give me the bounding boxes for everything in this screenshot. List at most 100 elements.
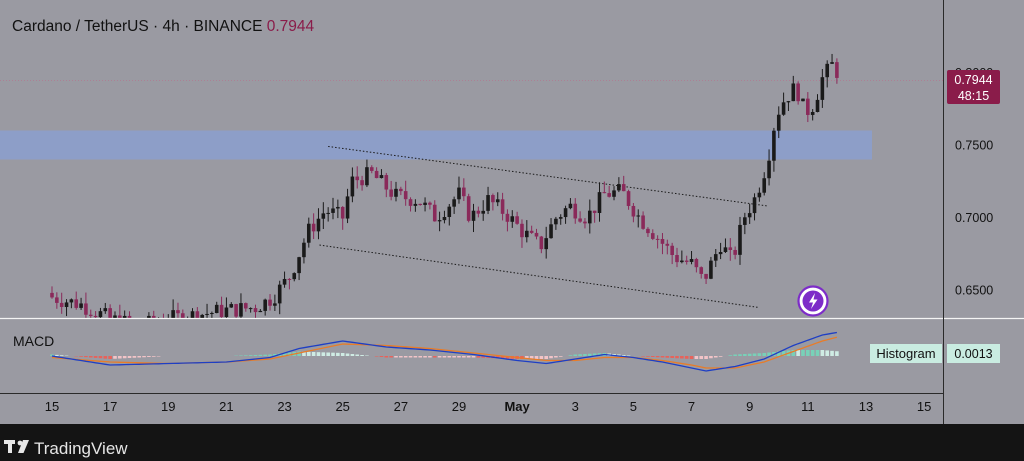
- candle-body: [713, 254, 718, 261]
- candle-body: [408, 199, 413, 206]
- lightning-icon[interactable]: [797, 285, 829, 317]
- candle-body: [718, 252, 723, 255]
- macd-histogram-bar: [403, 356, 408, 358]
- macd-histogram-bar: [820, 350, 825, 356]
- candle-body: [258, 310, 263, 313]
- candle-body: [118, 315, 122, 318]
- macd-histogram-bar: [646, 356, 650, 357]
- time-tick-label: 29: [452, 399, 466, 414]
- time-tick-label: May: [504, 399, 530, 414]
- candle-body: [733, 249, 737, 255]
- macd-histogram-bar: [713, 356, 718, 358]
- candle-body: [491, 195, 495, 203]
- candle-body: [612, 190, 616, 197]
- candle-body: [50, 292, 54, 298]
- candle-body: [743, 217, 747, 225]
- candle-body: [103, 308, 108, 312]
- macd-histogram-bar: [684, 356, 689, 359]
- candle-body: [646, 228, 650, 234]
- macd-histogram-bar: [447, 356, 452, 358]
- time-tick-label: 15: [45, 399, 59, 414]
- macd-histogram-bar: [258, 354, 263, 356]
- macd-histogram-bar: [835, 351, 839, 356]
- symbol-name[interactable]: Cardano / TetherUS: [12, 18, 149, 35]
- candle-body: [578, 218, 582, 222]
- macd-histogram-bar: [263, 354, 267, 356]
- candle-body: [796, 83, 800, 102]
- candle-body: [471, 210, 476, 221]
- macd-histogram-bar: [539, 356, 544, 359]
- interval-label[interactable]: 4h: [163, 18, 180, 35]
- candle-body: [79, 303, 83, 308]
- trendline-upper[interactable]: [328, 145, 768, 207]
- candle-body: [689, 259, 694, 262]
- macd-histogram-bar: [694, 356, 699, 359]
- macd-histogram-bar: [583, 354, 587, 356]
- macd-histogram-bar: [738, 354, 742, 356]
- trendline-lower[interactable]: [319, 244, 759, 308]
- last-price-badge-price: 0.7944: [954, 73, 992, 87]
- candle-body: [229, 304, 234, 308]
- candle-body: [515, 216, 519, 224]
- candle-body: [607, 193, 611, 197]
- candle-body: [529, 230, 534, 233]
- macd-histogram-bar: [568, 355, 573, 356]
- candle-body: [820, 77, 825, 100]
- time-tick-label: 19: [161, 399, 175, 414]
- macd-histogram-bar: [462, 356, 466, 358]
- candle-body: [55, 297, 59, 303]
- macd-histogram-bar: [558, 356, 563, 357]
- candle-body: [539, 236, 544, 250]
- candle-body: [437, 220, 442, 222]
- candle-body: [379, 175, 384, 179]
- macd-histogram-bar: [505, 356, 510, 359]
- candle-body: [171, 310, 175, 318]
- candle-body: [69, 299, 74, 303]
- macd-histogram-bar: [374, 356, 379, 357]
- candle-body: [74, 299, 79, 308]
- tradingview-wordmark[interactable]: TradingView: [34, 439, 128, 458]
- candle-body: [292, 273, 297, 280]
- macd-label[interactable]: MACD: [13, 333, 54, 349]
- macd-histogram-bar: [442, 356, 447, 358]
- macd-histogram-bar: [810, 350, 815, 356]
- candle-body: [728, 247, 733, 250]
- resistance-zone: [0, 130, 872, 160]
- tradingview-logo-icon[interactable]: [4, 440, 29, 453]
- macd-histogram-bar: [93, 356, 98, 358]
- macd-histogram-bar: [79, 356, 83, 357]
- candle-body: [505, 213, 510, 222]
- candle-body: [423, 202, 427, 205]
- macd-histogram-bar: [302, 351, 306, 356]
- histogram-legend-box: [870, 344, 942, 363]
- time-tick-label: 5: [630, 399, 637, 414]
- candle-body: [428, 202, 432, 205]
- candle-body: [389, 189, 393, 197]
- macd-histogram-bar: [830, 350, 834, 356]
- candle-body: [602, 192, 607, 194]
- candle-body: [636, 215, 641, 217]
- candle-body: [151, 315, 156, 318]
- macd-histogram-bar: [244, 355, 248, 356]
- macd-histogram-bar: [151, 356, 156, 357]
- macd-histogram-bar: [127, 356, 132, 358]
- macd-histogram-bar: [704, 356, 708, 359]
- candle-body: [801, 98, 805, 102]
- macd-histogram-bar: [384, 356, 389, 358]
- time-tick-label: 25: [335, 399, 349, 414]
- candle-body: [776, 114, 781, 131]
- time-tick-label: 13: [859, 399, 873, 414]
- macd-histogram-bar: [806, 350, 810, 356]
- candle-body: [399, 188, 403, 192]
- macd-histogram-bar: [699, 356, 704, 359]
- candle-body: [394, 188, 398, 197]
- candle-body: [345, 196, 350, 219]
- exchange-label: BINANCE: [194, 18, 263, 35]
- macd-histogram-bar: [728, 355, 733, 356]
- macd-histogram-bar: [389, 356, 393, 358]
- macd-histogram-bar: [578, 354, 582, 356]
- macd-histogram-bar: [321, 352, 326, 356]
- candle-body: [365, 167, 369, 186]
